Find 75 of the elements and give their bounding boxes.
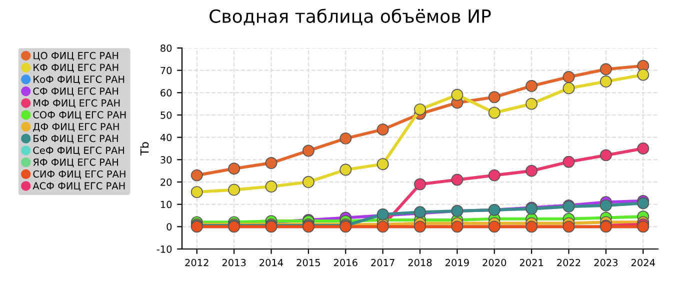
legend-label: СОФ ФИЦ ЕГС РАН <box>33 111 126 120</box>
legend-label: КФ ФИЦ ЕГС РАН <box>34 64 118 73</box>
x-tick-label: 2023 <box>594 258 618 266</box>
point <box>451 220 464 233</box>
x-tick-label: 2016 <box>334 258 358 266</box>
point <box>488 91 500 104</box>
point <box>376 124 389 136</box>
point <box>414 220 426 233</box>
point <box>451 174 464 186</box>
legend-label: ДФ ФИЦ ЕГС РАН <box>33 122 119 132</box>
y-tick-label: 0 <box>166 223 172 230</box>
legend-label: СеФ ФИЦ ЕГС РАН <box>33 146 124 156</box>
point <box>637 68 650 81</box>
y-tick-label: 80 <box>160 44 172 52</box>
legend-label: СФ ФИЦ ЕГС РАН <box>33 87 118 96</box>
legend-label: СИФ ФИЦ ЕГС РАН <box>33 170 126 180</box>
x-tick-label: 2022 <box>557 258 580 266</box>
x-tick-label: 2017 <box>371 258 394 266</box>
point <box>488 106 500 119</box>
point <box>451 88 464 101</box>
point <box>600 149 612 162</box>
chart-title: Сводная таблица объёмов ИР <box>210 8 491 26</box>
point <box>600 199 612 212</box>
point <box>562 82 575 94</box>
legend-label: АСФ ФИЦ ЕГС РАН <box>32 182 125 191</box>
x-tick-label: 2018 <box>408 258 432 266</box>
point <box>265 157 278 169</box>
y-tick-label: 70 <box>160 66 172 74</box>
y-tick-label: 50 <box>160 111 172 119</box>
point <box>637 197 650 210</box>
point <box>302 144 314 157</box>
x-tick-label: 2021 <box>520 258 544 266</box>
point <box>190 169 203 182</box>
point <box>414 103 426 116</box>
y-axis-title: Tb <box>140 142 149 156</box>
point <box>562 71 575 84</box>
y-tick-label: 40 <box>160 134 172 142</box>
point <box>376 158 389 170</box>
legend-label: КоФ ФИЦ ЕГС РАН <box>34 76 124 84</box>
y-tick-label: -10 <box>156 245 172 253</box>
point <box>488 169 500 182</box>
point <box>340 164 352 176</box>
point <box>637 220 650 233</box>
point <box>600 76 612 88</box>
point <box>340 132 352 144</box>
point <box>526 80 538 92</box>
x-tick-label: 2019 <box>446 258 469 266</box>
point <box>488 220 500 233</box>
y-tick-label: 10 <box>160 200 172 208</box>
point <box>562 156 575 168</box>
point <box>190 186 203 198</box>
legend-label: ЦО ФИЦ ЕГС РАН <box>34 52 118 61</box>
point <box>265 180 278 192</box>
point <box>302 176 314 188</box>
legend-label: МФ ФИЦ ЕГС РАН <box>34 99 120 108</box>
x-tick-label: 2020 <box>482 258 506 266</box>
point <box>637 142 650 154</box>
point <box>526 220 538 233</box>
x-tick-label: 2012 <box>185 258 208 266</box>
legend-label: БФ ФИЦ ЕГС РАН <box>34 134 118 144</box>
x-tick-label: 2015 <box>296 258 320 266</box>
point <box>526 98 538 110</box>
y-tick-label: 30 <box>160 156 172 164</box>
x-tick-label: 2013 <box>222 258 246 266</box>
point <box>414 178 426 190</box>
y-tick-label: 20 <box>160 178 172 186</box>
y-tick-label: 60 <box>160 89 172 96</box>
point <box>526 164 538 177</box>
point <box>562 220 575 233</box>
x-tick-label: 2024 <box>631 258 655 266</box>
point <box>228 162 240 175</box>
point <box>600 63 612 76</box>
legend-label: ЯФ ФИЦ ЕГС РАН <box>33 158 118 168</box>
point <box>228 184 240 196</box>
x-tick-label: 2014 <box>260 258 284 266</box>
